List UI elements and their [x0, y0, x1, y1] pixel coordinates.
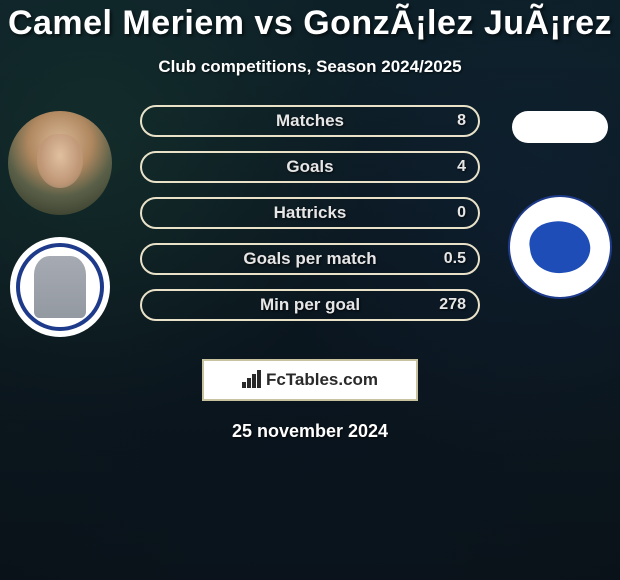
brand-text: FcTables.com	[266, 370, 378, 390]
player1-club-badge	[10, 237, 110, 337]
player2-club-badge	[508, 195, 612, 299]
stat-row-matches: Matches 8	[140, 105, 480, 137]
brand-attribution[interactable]: FcTables.com	[202, 359, 418, 401]
stat-row-goals-per-match: Goals per match 0.5	[140, 243, 480, 275]
stat-value: 0	[457, 204, 466, 222]
subtitle: Club competitions, Season 2024/2025	[0, 57, 620, 77]
page-title: Camel Meriem vs GonzÃ¡lez JuÃ¡rez	[0, 4, 620, 43]
comparison-card: Camel Meriem vs GonzÃ¡lez JuÃ¡rez Club c…	[0, 0, 620, 580]
stat-value: 0.5	[444, 250, 466, 268]
player2-avatar-placeholder	[512, 111, 608, 143]
stat-row-min-per-goal: Min per goal 278	[140, 289, 480, 321]
stat-row-hattricks: Hattricks 0	[140, 197, 480, 229]
stat-row-goals: Goals 4	[140, 151, 480, 183]
stats-column: Matches 8 Goals 4 Hattricks 0 Goals per …	[120, 105, 500, 337]
stat-label: Goals per match	[243, 249, 376, 269]
stat-value: 8	[457, 112, 466, 130]
stat-value: 278	[439, 296, 466, 314]
date-label: 25 november 2024	[0, 421, 620, 442]
stat-label: Hattricks	[274, 203, 347, 223]
player1-avatar	[8, 111, 112, 215]
stat-label: Min per goal	[260, 295, 360, 315]
stat-label: Matches	[276, 111, 344, 131]
bar-chart-icon	[242, 372, 262, 388]
stat-value: 4	[457, 158, 466, 176]
stat-label: Goals	[286, 157, 333, 177]
club-badge-icon	[16, 243, 104, 331]
main-layout: Matches 8 Goals 4 Hattricks 0 Goals per …	[0, 105, 620, 337]
left-column	[0, 105, 120, 337]
club-badge-icon	[527, 217, 594, 277]
right-column	[500, 105, 620, 337]
